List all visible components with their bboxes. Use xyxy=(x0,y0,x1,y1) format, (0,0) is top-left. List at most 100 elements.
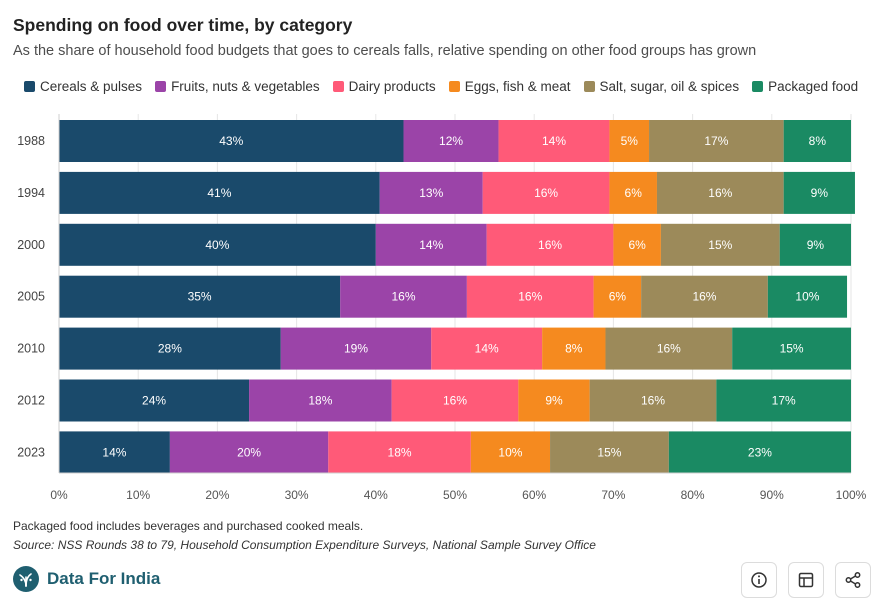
legend-label: Fruits, nuts & vegetables xyxy=(171,79,320,94)
bar-segment[interactable] xyxy=(498,120,610,162)
data-label: 43% xyxy=(219,134,243,148)
data-label: 14% xyxy=(419,238,443,252)
stacked-bar-chart: 0% 10% 20% 30% 40% 50% 60% 70% 80% 90% 100% 1988 43%… xyxy=(17,114,867,502)
x-tick-label: 50% xyxy=(443,488,467,502)
bar-segment[interactable] xyxy=(482,171,610,214)
bar-segment[interactable] xyxy=(589,379,717,422)
bar-segment[interactable] xyxy=(593,275,642,318)
x-tick-label: 70% xyxy=(601,488,625,502)
legend-item[interactable]: Salt, sugar, oil & spices xyxy=(583,79,739,94)
chart-subtitle: As the share of household food budgets t… xyxy=(13,43,757,59)
bar-segment[interactable] xyxy=(328,431,471,474)
legend-swatch xyxy=(752,81,764,92)
bar-segment[interactable] xyxy=(660,223,780,266)
data-label: 10% xyxy=(498,445,522,459)
bar-segment[interactable] xyxy=(609,120,650,162)
bar-segment[interactable] xyxy=(518,379,590,422)
legend-swatch xyxy=(332,81,344,92)
x-tick-label: 90% xyxy=(760,488,784,502)
bar-segment[interactable] xyxy=(470,431,551,474)
bar-segment[interactable] xyxy=(779,223,851,266)
share-button[interactable] xyxy=(835,562,871,598)
data-label: 8% xyxy=(565,342,583,356)
bar-segment[interactable] xyxy=(59,379,250,422)
data-label: 6% xyxy=(625,186,643,200)
bar-segment[interactable] xyxy=(783,171,855,214)
data-label: 15% xyxy=(708,238,732,252)
chart-title: Spending on food over time, by category xyxy=(13,15,353,35)
legend-item[interactable]: Packaged food xyxy=(752,79,858,94)
data-label: 5% xyxy=(621,134,639,148)
legend: Cereals & pulses Fruits, nuts & vegetabl… xyxy=(24,79,858,94)
x-tick-label: 20% xyxy=(205,488,229,502)
data-for-india-logo-icon xyxy=(13,566,39,592)
data-label: 16% xyxy=(534,186,558,200)
data-label: 10% xyxy=(795,290,819,304)
bar-segment[interactable] xyxy=(542,327,606,370)
data-label: 23% xyxy=(748,445,772,459)
bar-segment[interactable] xyxy=(403,120,499,162)
data-label: 16% xyxy=(392,290,416,304)
data-label: 13% xyxy=(419,186,443,200)
bar-segment[interactable] xyxy=(375,223,487,266)
data-label: 41% xyxy=(207,186,231,200)
bar-segment[interactable] xyxy=(59,275,341,318)
data-label: 17% xyxy=(704,134,728,148)
data-label: 35% xyxy=(188,290,212,304)
y-category-label: 2000 xyxy=(17,238,45,252)
bar-segment[interactable] xyxy=(550,431,669,474)
bar-segment[interactable] xyxy=(59,223,376,266)
data-label: 19% xyxy=(344,342,368,356)
bar-segment[interactable] xyxy=(59,120,404,162)
legend-label: Eggs, fish & meat xyxy=(464,79,571,94)
bar-segment[interactable] xyxy=(641,275,768,318)
data-label: 18% xyxy=(308,394,332,408)
legend-item[interactable]: Dairy products xyxy=(332,79,436,94)
bar-segment[interactable] xyxy=(783,120,851,162)
legend-item[interactable]: Fruits, nuts & vegetables xyxy=(155,79,320,94)
bar-segment[interactable] xyxy=(486,223,614,266)
bar-segment[interactable] xyxy=(767,275,848,318)
bar-segment[interactable] xyxy=(466,275,594,318)
bar-segment[interactable] xyxy=(609,171,657,214)
bar-segment[interactable] xyxy=(59,431,170,474)
brand-link[interactable]: Data For India xyxy=(13,566,160,592)
bar-segment[interactable] xyxy=(656,171,784,214)
data-label: 14% xyxy=(542,134,566,148)
bar-segment[interactable] xyxy=(732,327,851,370)
data-label: 17% xyxy=(772,394,796,408)
y-category-label: 2023 xyxy=(17,445,45,459)
bar-segment[interactable] xyxy=(431,327,543,370)
bar-segment[interactable] xyxy=(340,275,467,318)
bar-segment[interactable] xyxy=(59,327,281,370)
y-category-label: 2012 xyxy=(17,394,45,408)
legend-label: Dairy products xyxy=(348,79,436,94)
data-label: 16% xyxy=(538,238,562,252)
data-label: 16% xyxy=(518,290,542,304)
x-tick-label: 40% xyxy=(364,488,388,502)
data-label: 16% xyxy=(657,342,681,356)
data-table-button[interactable] xyxy=(788,562,824,598)
legend-item[interactable]: Cereals & pulses xyxy=(24,79,142,94)
bar-segment[interactable] xyxy=(613,223,661,266)
y-category-label: 1994 xyxy=(17,186,45,200)
data-label: 9% xyxy=(545,394,563,408)
footnote: Packaged food includes beverages and pur… xyxy=(13,519,364,533)
legend-item[interactable]: Eggs, fish & meat xyxy=(448,79,571,94)
bar-segment[interactable] xyxy=(379,171,483,214)
data-label: 18% xyxy=(388,445,412,459)
data-label: 16% xyxy=(443,394,467,408)
bar-segment[interactable] xyxy=(668,431,851,474)
info-button[interactable] xyxy=(741,562,777,598)
bar-segment[interactable] xyxy=(716,379,851,422)
bar-segment[interactable] xyxy=(280,327,432,370)
data-label: 16% xyxy=(692,290,716,304)
bar-segment[interactable] xyxy=(169,431,329,474)
data-label: 14% xyxy=(102,445,126,459)
bar-segment[interactable] xyxy=(649,120,784,162)
data-label: 40% xyxy=(205,238,229,252)
bar-segment[interactable] xyxy=(59,171,380,214)
bar-segment[interactable] xyxy=(605,327,733,370)
bar-segment[interactable] xyxy=(249,379,392,422)
bar-segment[interactable] xyxy=(391,379,519,422)
